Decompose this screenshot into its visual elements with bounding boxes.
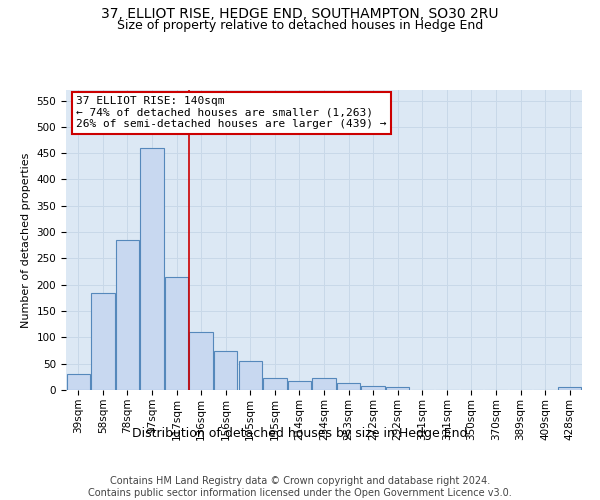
Text: Size of property relative to detached houses in Hedge End: Size of property relative to detached ho… — [117, 19, 483, 32]
Bar — [165, 277, 188, 390]
Bar — [313, 378, 335, 390]
Text: Contains HM Land Registry data © Crown copyright and database right 2024.
Contai: Contains HM Land Registry data © Crown c… — [88, 476, 512, 498]
Text: 37 ELLIOT RISE: 140sqm
← 74% of detached houses are smaller (1,263)
26% of semi-: 37 ELLIOT RISE: 140sqm ← 74% of detached… — [76, 96, 387, 129]
Bar — [214, 350, 238, 390]
Bar — [116, 240, 139, 390]
Text: 37, ELLIOT RISE, HEDGE END, SOUTHAMPTON, SO30 2RU: 37, ELLIOT RISE, HEDGE END, SOUTHAMPTON,… — [101, 8, 499, 22]
Bar — [190, 332, 213, 390]
Y-axis label: Number of detached properties: Number of detached properties — [21, 152, 31, 328]
Bar — [140, 148, 164, 390]
Bar — [91, 292, 115, 390]
Bar — [67, 374, 90, 390]
Bar — [386, 388, 409, 390]
Bar — [558, 388, 581, 390]
Bar — [288, 380, 311, 390]
Bar — [239, 361, 262, 390]
Text: Distribution of detached houses by size in Hedge End: Distribution of detached houses by size … — [132, 428, 468, 440]
Bar — [361, 386, 385, 390]
Bar — [337, 383, 360, 390]
Bar — [263, 378, 287, 390]
